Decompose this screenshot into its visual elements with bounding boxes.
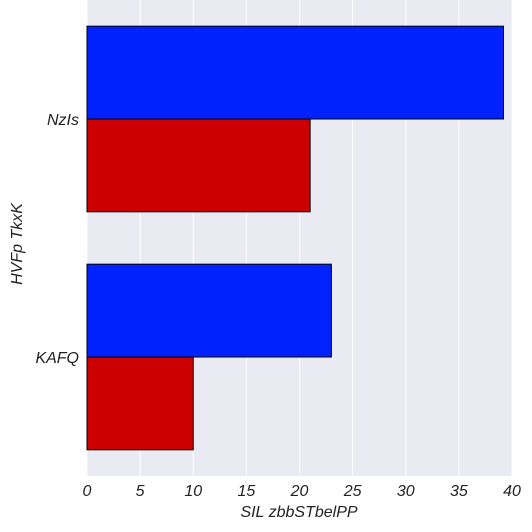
- x-tick-label: 10: [184, 483, 202, 500]
- x-tick-label: 30: [397, 483, 415, 500]
- x-tick-label: 5: [136, 483, 145, 500]
- bar: [86, 356, 194, 451]
- bar: [86, 118, 311, 213]
- x-tick-label: 15: [237, 483, 255, 500]
- bars: [86, 25, 504, 451]
- y-tick-label: KAFQ: [35, 350, 79, 367]
- bar: [86, 25, 504, 120]
- x-tick-label: 0: [83, 483, 92, 500]
- x-tick-label: 35: [450, 483, 468, 500]
- x-tick-labels: 0 5 10 15 20 25 30 35 40: [83, 483, 521, 500]
- y-tick-label: NzIs: [47, 112, 79, 129]
- bar: [86, 263, 332, 358]
- x-tick-label: 20: [290, 483, 309, 500]
- x-tick-label: 25: [343, 483, 362, 500]
- y-tick-labels: NzIs KAFQ: [35, 112, 79, 367]
- y-axis-label: HVFp TkxK: [9, 202, 26, 285]
- x-tick-label: 40: [503, 483, 521, 500]
- x-axis-label: SIL zbbSTbelPP: [240, 504, 357, 521]
